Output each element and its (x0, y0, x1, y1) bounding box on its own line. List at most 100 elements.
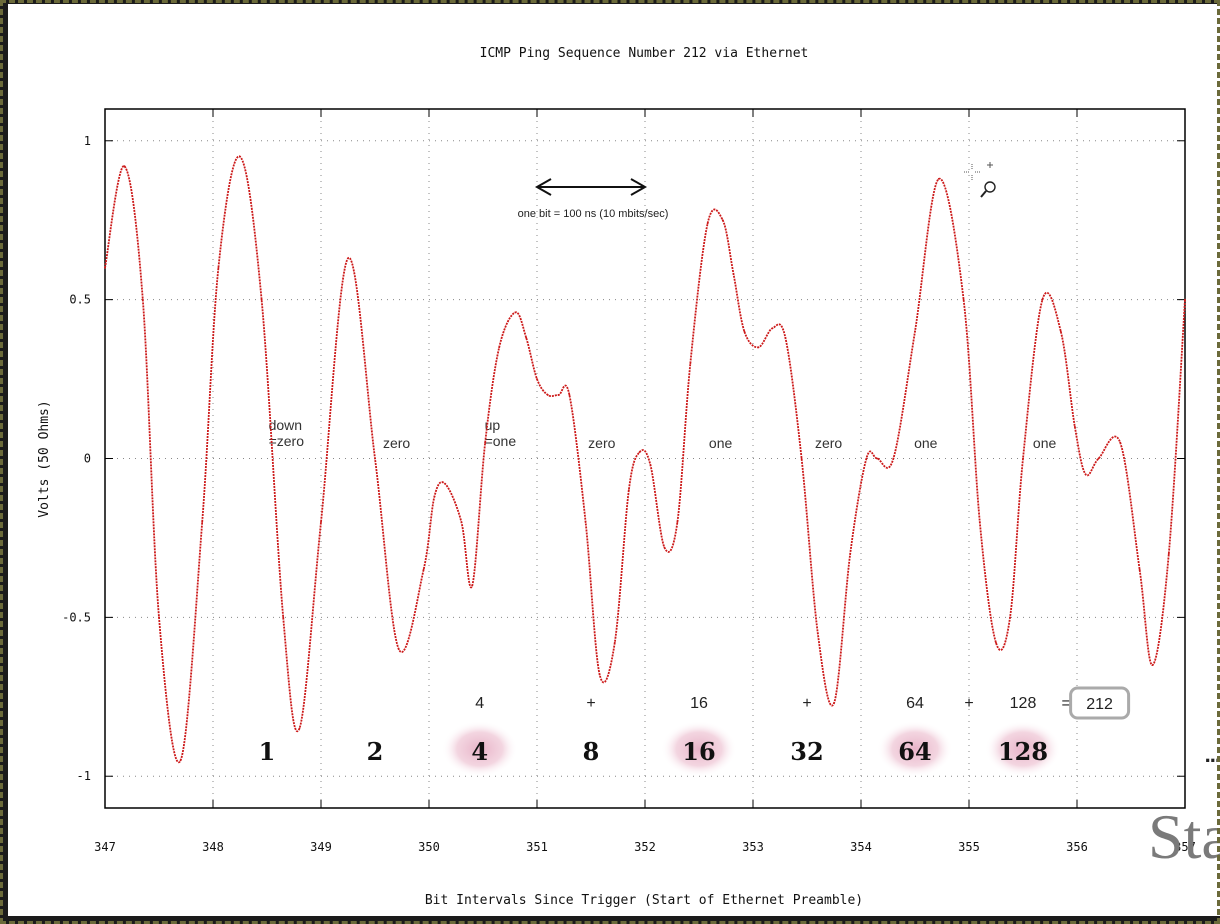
highlight-glow (441, 721, 518, 777)
axis-ticks: 347 348 349 350 351 352 353 354 355 356 357 -1 -0.5 0… (62, 109, 1196, 854)
waveform-point (833, 702, 835, 705)
waveform-point (876, 457, 879, 460)
bit-arrow-label: one bit = 100 ns (10 mbits/sec) (518, 208, 669, 220)
x-tick-label: 357 (1174, 840, 1196, 854)
waveform-point (584, 521, 587, 523)
waveform-point (721, 219, 724, 222)
waveform-point (706, 222, 709, 225)
chart-svg: 347 348 349 350 351 352 353 354 355 356 357 -1 -0.5 0… (37, 46, 1196, 908)
waveform-point (460, 521, 463, 523)
overlay-partial-text: Sta (1148, 801, 1220, 872)
waveform-point (444, 483, 447, 485)
bit-arrow-head-left (534, 178, 552, 196)
x-tick-label: 348 (202, 840, 224, 854)
waveform-point (1151, 664, 1154, 666)
x-tick-label: 349 (310, 840, 332, 854)
waveform-point (1167, 552, 1170, 555)
waveform-point (201, 521, 204, 523)
bit-label: zero (815, 435, 842, 451)
x-axis-label: Bit Intervals Since Trigger (Start of Et… (425, 893, 863, 908)
waveform-point (320, 521, 322, 523)
y-tick-label: 1 (84, 134, 91, 148)
waveform-point (1138, 568, 1141, 571)
waveform-point (1119, 441, 1122, 444)
waveform-point (141, 298, 144, 301)
overflow-ellipsis: ... (1204, 742, 1220, 767)
highlight-glow (877, 721, 953, 777)
waveform-point (514, 311, 517, 314)
x-tick-label: 353 (742, 840, 764, 854)
waveform-point (816, 632, 819, 635)
waveform-point (260, 298, 263, 301)
sum-term: + (964, 695, 973, 712)
x-tick-label: 356 (1066, 840, 1088, 854)
waveform-point (995, 641, 997, 644)
waveform-point (849, 552, 852, 555)
place-value-label: 1 (259, 737, 276, 766)
bit-label: one (709, 435, 733, 451)
waveform-point (123, 165, 126, 168)
waveform-point (179, 759, 182, 762)
place-value-label: 2 (367, 737, 384, 766)
highlight-glow (985, 721, 1061, 777)
waveform-point (298, 727, 301, 730)
waveform-point (865, 457, 868, 460)
waveform-point (627, 489, 630, 492)
waveform-point (598, 673, 601, 676)
sum-result: 212 (1086, 696, 1113, 713)
waveform-point (239, 155, 241, 158)
sum-term: + (586, 695, 595, 712)
waveform-point (433, 495, 436, 498)
waveform-point (784, 336, 787, 339)
waveform-point (613, 641, 616, 644)
waveform-point (217, 266, 220, 269)
waveform-point (892, 457, 895, 460)
waveform-point (1097, 457, 1100, 460)
annotations-layer: 1 2 4 8 16 32 64 128 4 +16 +64 +128 = 212 down=zero zer… (259, 178, 1131, 777)
waveform-point (676, 521, 679, 523)
waveform-point (536, 378, 538, 380)
waveform-point (1184, 298, 1186, 301)
bit-label: zero (383, 435, 410, 451)
waveform-point (757, 346, 760, 349)
chart-canvas: 347 348 349 350 351 352 353 354 355 356 357 -1 -0.5 0… (8, 4, 1220, 916)
sum-result-box (1069, 686, 1131, 720)
x-tick-label: 355 (958, 840, 980, 854)
waveform-point (732, 273, 735, 276)
waveform-point (1059, 330, 1062, 333)
sum-term: 128 (1010, 695, 1037, 712)
place-value-label: 64 (898, 737, 931, 766)
series-layer (104, 155, 1186, 764)
waveform-point (649, 463, 652, 466)
bit-label: one (1033, 435, 1057, 451)
y-tick-label: -1 (77, 769, 91, 783)
bit-label: =one (485, 433, 517, 449)
waveform-point (282, 616, 285, 619)
waveform-point (1073, 425, 1076, 428)
waveform-point (962, 298, 965, 301)
waveform-point (397, 648, 400, 651)
waveform-point (937, 178, 940, 180)
sum-term: + (802, 695, 811, 712)
place-value-label: 4 (471, 737, 488, 766)
bit-label: =zero (269, 433, 305, 449)
sum-term: = (1062, 695, 1071, 712)
x-tick-label: 352 (634, 840, 656, 854)
waveform-point (374, 457, 376, 460)
waveform-point (1009, 616, 1011, 619)
waveform-point (546, 394, 549, 396)
waveform-point (1022, 457, 1024, 460)
waveform-point (347, 257, 349, 260)
y-tick-label: 0.5 (69, 293, 91, 307)
waveform-point (771, 327, 774, 330)
waveform-point (1041, 298, 1044, 301)
waveform-point (568, 394, 571, 396)
bit-label: zero (588, 435, 615, 451)
bit-arrow-head-right (630, 178, 648, 196)
waveform-point (1084, 473, 1087, 476)
waveform-point (158, 616, 160, 619)
waveform-point (663, 546, 666, 549)
place-value-label: 32 (790, 737, 823, 766)
place-value-label: 8 (583, 737, 600, 766)
waveform-point (471, 584, 474, 587)
